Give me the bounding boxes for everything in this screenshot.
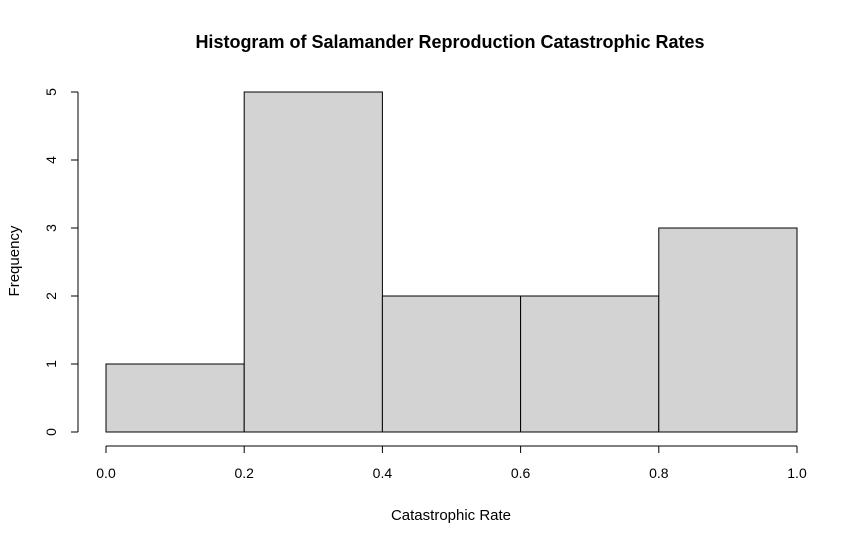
y-tick-label: 5 (43, 88, 59, 96)
x-tick-label: 0.6 (511, 465, 531, 481)
x-tick-label: 0.4 (373, 465, 393, 481)
x-axis: 0.0 0.2 0.4 0.6 0.8 1.0 (96, 445, 807, 481)
histogram-bar-1 (105, 363, 245, 433)
histogram-bar-2 (243, 91, 383, 433)
y-axis-label: Frequency (6, 225, 23, 296)
histogram-bar-4 (520, 295, 660, 433)
histogram-bar-5 (658, 227, 798, 433)
x-axis-label: Catastrophic Rate (391, 507, 511, 524)
bars-group (105, 91, 798, 433)
histogram-bar-3 (381, 295, 522, 433)
y-tick-label: 0 (43, 428, 59, 436)
y-tick-label: 4 (43, 156, 59, 164)
chart-title: Histogram of Salamander Reproduction Cat… (195, 32, 704, 52)
x-tick-label: 0.8 (649, 465, 669, 481)
y-tick-label: 1 (43, 360, 59, 368)
y-axis: 0 1 2 3 4 5 (43, 88, 79, 436)
x-tick-label: 1.0 (787, 465, 807, 481)
x-tick-label: 0.2 (234, 465, 254, 481)
y-tick-label: 2 (43, 292, 59, 300)
y-tick-label: 3 (43, 224, 59, 232)
x-tick-label: 0.0 (96, 465, 116, 481)
